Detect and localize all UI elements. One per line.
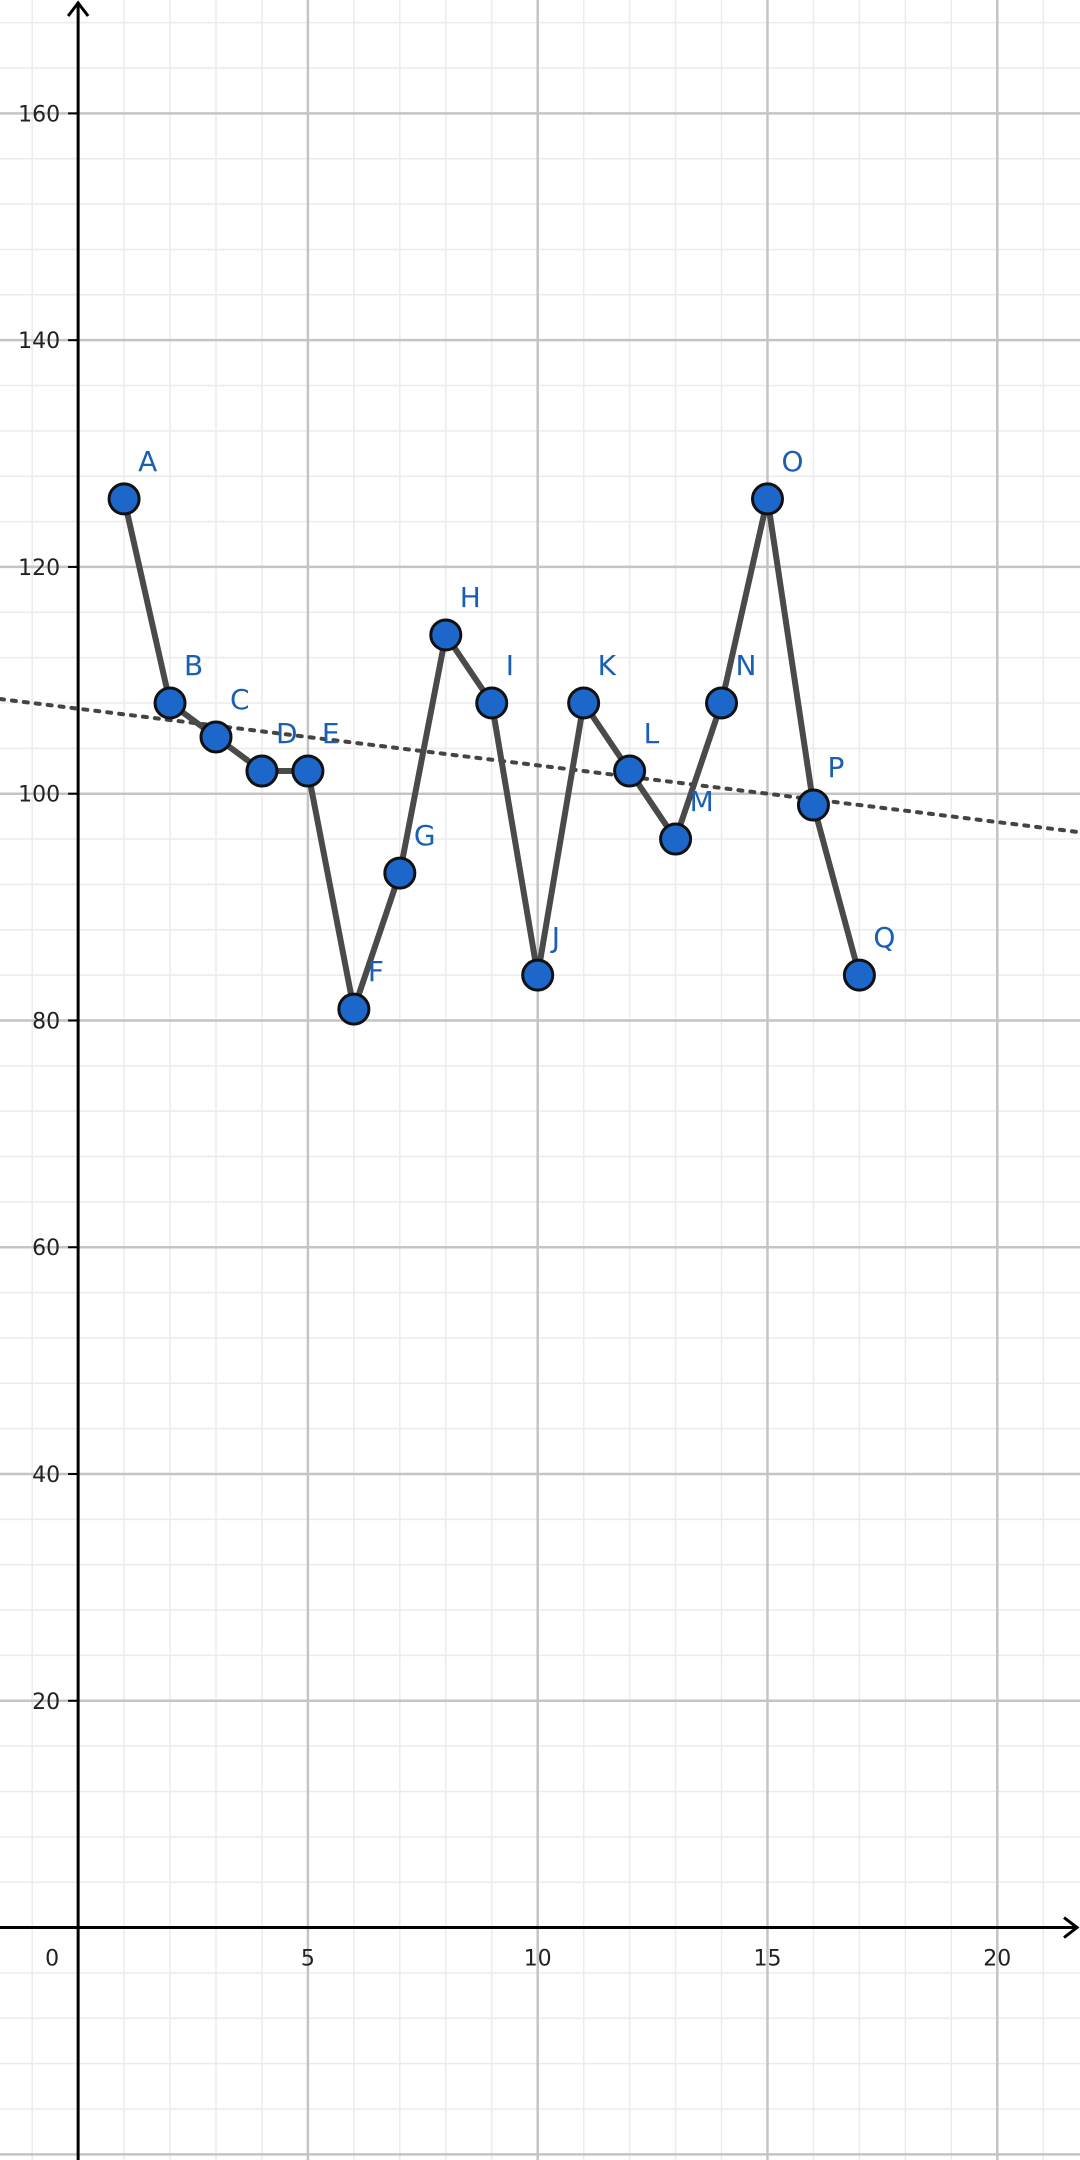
x-axis-arrow bbox=[1063, 1916, 1080, 1939]
data-point bbox=[842, 958, 876, 992]
y-tick-label: 100 bbox=[18, 783, 60, 808]
point-label-G: G bbox=[414, 819, 436, 852]
point-label-H: H bbox=[460, 581, 481, 614]
data-point bbox=[199, 720, 233, 754]
x-tick-label: 5 bbox=[301, 1947, 315, 1972]
data-point bbox=[796, 788, 830, 822]
trend-line bbox=[0, 697, 1080, 835]
data-point bbox=[750, 482, 784, 516]
point-label-E: E bbox=[322, 717, 340, 750]
y-tick-label: 80 bbox=[32, 1009, 60, 1034]
data-point bbox=[475, 686, 509, 720]
data-point bbox=[705, 686, 739, 720]
y-axis-arrow bbox=[66, 0, 90, 17]
y-tick-label: 60 bbox=[32, 1236, 60, 1261]
point-label-D: D bbox=[276, 717, 298, 750]
data-point bbox=[337, 992, 371, 1026]
point-label-B: B bbox=[184, 649, 203, 682]
point-label-O: O bbox=[781, 445, 803, 478]
y-tick-label: 40 bbox=[32, 1463, 60, 1488]
point-label-P: P bbox=[827, 751, 844, 784]
point-label-I: I bbox=[506, 649, 514, 682]
x-tick-label: 20 bbox=[983, 1947, 1011, 1972]
data-point bbox=[153, 686, 187, 720]
data-point bbox=[383, 856, 417, 890]
data-points bbox=[107, 482, 876, 1026]
data-point bbox=[567, 686, 601, 720]
trend-line-group bbox=[0, 697, 1080, 835]
point-label-Q: Q bbox=[873, 921, 895, 954]
point-label-M: M bbox=[690, 785, 714, 818]
point-label-A: A bbox=[138, 445, 157, 478]
point-label-C: C bbox=[230, 683, 250, 716]
data-point bbox=[613, 754, 647, 788]
data-point bbox=[291, 754, 325, 788]
x-tick-label: 10 bbox=[524, 1947, 552, 1972]
y-tick-label: 120 bbox=[18, 556, 60, 581]
x-tick-label: 0 bbox=[45, 1947, 59, 1972]
point-label-K: K bbox=[598, 649, 617, 682]
data-point bbox=[107, 482, 141, 516]
data-point bbox=[659, 822, 693, 856]
point-label-L: L bbox=[644, 717, 660, 750]
y-tick-label: 160 bbox=[18, 102, 60, 127]
x-tick-label: 15 bbox=[753, 1947, 781, 1972]
data-point bbox=[429, 618, 463, 652]
point-label-N: N bbox=[736, 649, 757, 682]
tick-labels: 20 40 60 80 100 120 140 160 0 5 10 15 20 bbox=[18, 102, 1011, 1971]
y-tick-label: 20 bbox=[32, 1690, 60, 1715]
point-labels: A BCD E F G H I J K L M N O P Q bbox=[138, 445, 895, 988]
y-tick-label: 140 bbox=[18, 329, 60, 354]
point-label-J: J bbox=[550, 921, 560, 954]
data-point bbox=[245, 754, 279, 788]
data-point bbox=[521, 958, 555, 992]
point-label-F: F bbox=[368, 955, 384, 988]
